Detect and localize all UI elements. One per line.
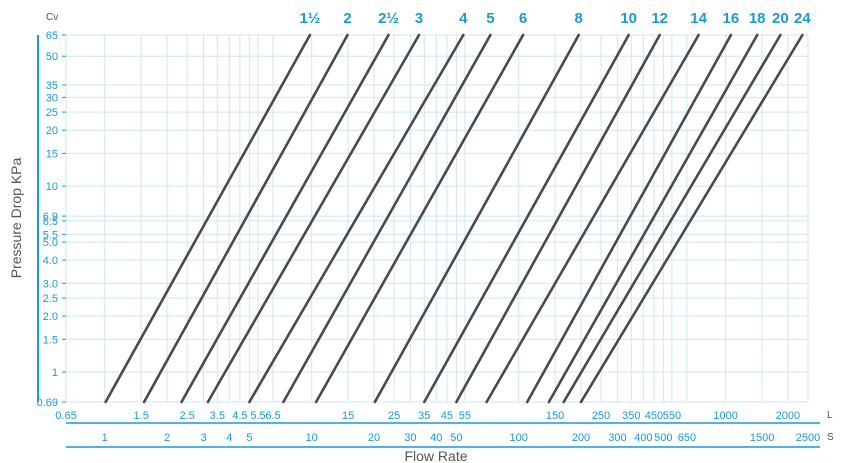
y-tick-label: 2.5 <box>43 293 58 305</box>
y-axis-title: Pressure Drop KPa <box>8 157 24 278</box>
cv-line-20 <box>562 33 782 404</box>
upper-x-tick-label: 250 <box>592 410 610 422</box>
lower-x-tick-label: 650 <box>678 432 696 444</box>
cv-line-6 <box>314 33 525 404</box>
lower-x-tick-label: 400 <box>634 432 652 444</box>
cv-line-5 <box>282 33 492 404</box>
lower-x-tick-label: 2 <box>164 432 170 444</box>
plot-frame <box>37 35 820 448</box>
y-tick-label: 4.0 <box>43 255 58 267</box>
cv-lines <box>104 33 804 404</box>
y-tick-label: 3.0 <box>43 278 58 290</box>
y-tick-label: 25 <box>46 107 58 119</box>
upper-x-tick-labels: 0.65 1.5 2.5 3.5 4.5 5.5 6.5 15 25 35 45 55 150 250 35… <box>55 410 800 422</box>
upper-x-tick-label: 15 <box>342 410 354 422</box>
upper-x-tick-label: 150 <box>546 410 564 422</box>
y-tick-label: 35 <box>46 80 58 92</box>
size-label: 24 <box>794 10 811 27</box>
cv-line-10 <box>422 33 631 404</box>
size-label: 6 <box>519 10 527 27</box>
cv-line-12 <box>455 33 662 404</box>
size-label: 16 <box>723 10 740 27</box>
y-tick-label: 30 <box>46 92 58 104</box>
upper-x-tick-label: 6.5 <box>265 410 280 422</box>
y-tick-label: 15 <box>46 148 58 160</box>
lower-x-tick-label: 30 <box>404 432 416 444</box>
size-label: 4 <box>459 10 468 27</box>
cv-line-2 <box>142 33 349 404</box>
upper-x-tick-label: 2000 <box>776 410 800 422</box>
lower-x-tick-label: 500 <box>654 432 672 444</box>
lower-x-tick-label: 200 <box>572 432 590 444</box>
y-tick-label: 1 <box>52 367 58 379</box>
lower-x-tick-label: 300 <box>608 432 626 444</box>
upper-x-tick-label: 3.5 <box>210 410 225 422</box>
upper-x-tick-label: 1000 <box>713 410 737 422</box>
cv-line-14 <box>485 33 700 404</box>
lower-x-tick-label: 20 <box>368 432 380 444</box>
upper-x-tick-label: 5.5 <box>250 410 265 422</box>
size-label: 2½ <box>378 10 399 27</box>
lower-axis-unit: S <box>827 432 834 443</box>
lower-x-tick-label: 4 <box>226 432 232 444</box>
size-label: 5 <box>486 10 494 27</box>
cv-line-24 <box>579 33 804 404</box>
cv-line-18 <box>547 33 759 404</box>
lower-x-tick-labels: 1 2 3 4 5 10 20 30 40 50 100 200 300 400 500 650 1500 250… <box>102 432 821 444</box>
lower-x-tick-label: 100 <box>510 432 528 444</box>
y-tick-label: 0.69 <box>37 397 58 409</box>
upper-x-tick-label: 350 <box>622 410 640 422</box>
upper-x-tick-label: 25 <box>388 410 400 422</box>
lower-x-tick-label: 1 <box>102 432 108 444</box>
upper-x-tick-label: 2.5 <box>179 410 194 422</box>
y-tick-label: 65 <box>46 30 58 42</box>
upper-x-tick-label: 55 <box>459 410 471 422</box>
cv-line-1½ <box>104 33 312 404</box>
y-tick-label: 20 <box>46 125 58 137</box>
size-label: 12 <box>651 10 668 27</box>
cv-line-4 <box>248 33 465 404</box>
y-tick-label: 1.5 <box>43 334 58 346</box>
y-tick-label: 50 <box>46 51 58 63</box>
size-label: 8 <box>575 10 583 27</box>
cv-label: Cv <box>46 12 58 23</box>
y-tick-label: 6.5 <box>43 216 58 228</box>
size-label: 3 <box>415 10 423 27</box>
valve-size-labels: 1½ 2 2½ 3 4 5 6 8 10 12 14 16 18 20 24 <box>299 10 811 27</box>
lower-x-tick-label: 50 <box>450 432 462 444</box>
size-label: 1½ <box>299 10 320 27</box>
y-tick-label: 5.5 <box>43 229 58 241</box>
cv-line-2½ <box>180 33 390 404</box>
y-tick-label: 6.9 <box>43 211 58 223</box>
cv-line-16 <box>525 33 733 404</box>
y-tick-label: 2.0 <box>43 311 58 323</box>
size-label: 10 <box>620 10 637 27</box>
upper-x-tick-label: 4.5 <box>232 410 247 422</box>
lower-x-tick-label: 2500 <box>796 432 820 444</box>
upper-x-tick-label: 45 <box>441 410 453 422</box>
upper-x-tick-label: 35 <box>418 410 430 422</box>
upper-x-tick-label: 450 <box>645 410 663 422</box>
lower-x-tick-label: 1500 <box>750 432 774 444</box>
y-tick-label: 10 <box>46 181 58 193</box>
lower-x-tick-label: 10 <box>306 432 318 444</box>
cv-line-8 <box>373 33 581 404</box>
lower-x-tick-label: 3 <box>200 432 206 444</box>
size-label: 2 <box>343 10 351 27</box>
cv-line-3 <box>206 33 421 404</box>
upper-x-tick-label: 550 <box>663 410 681 422</box>
lower-x-tick-label: 40 <box>430 432 442 444</box>
upper-x-tick-label: 1.5 <box>134 410 149 422</box>
x-axis-title: Flow Rate <box>404 448 467 463</box>
size-label: 14 <box>690 10 707 27</box>
y-tick-label: 5.0 <box>43 237 58 249</box>
upper-x-tick-label: 0.65 <box>55 410 76 422</box>
lower-x-tick-label: 5 <box>246 432 252 444</box>
size-label: 20 <box>772 10 789 27</box>
size-label: 18 <box>749 10 766 27</box>
upper-axis-unit: L <box>827 410 833 421</box>
